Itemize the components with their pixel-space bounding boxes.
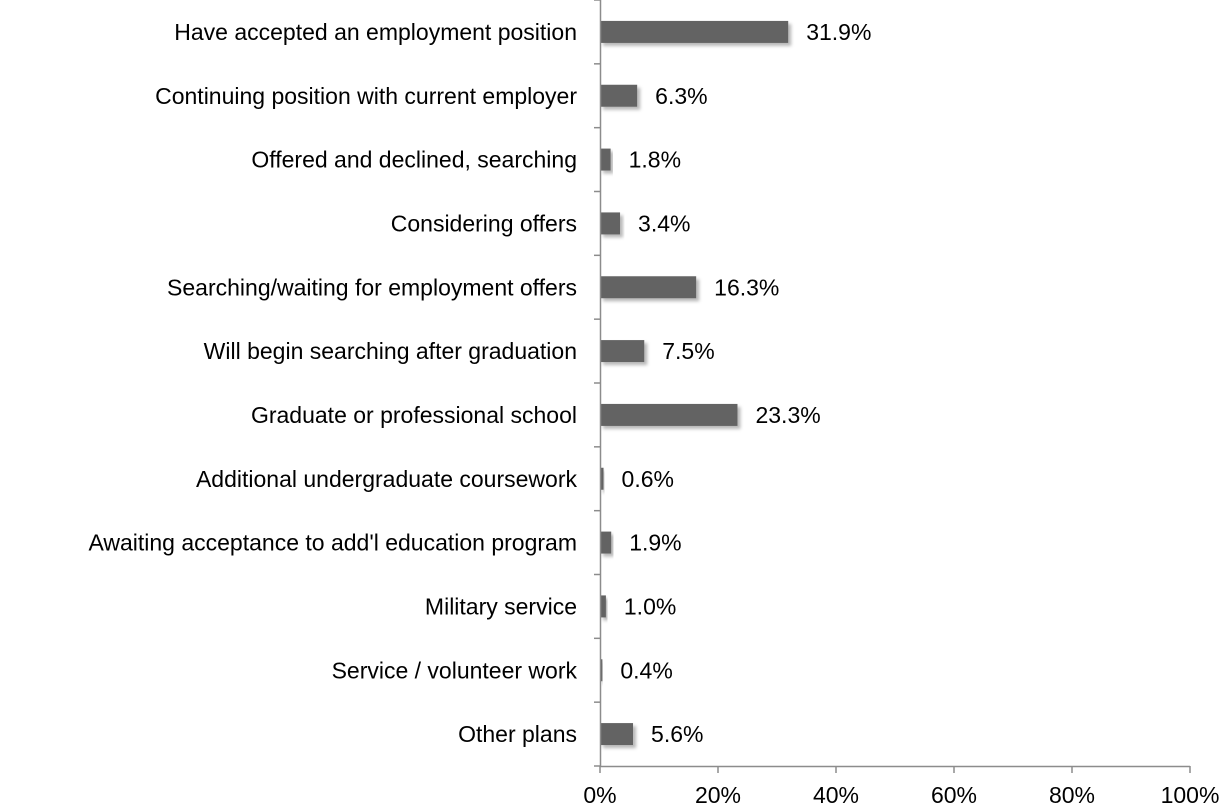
data-label: 1.9% (629, 530, 681, 556)
data-label: 16.3% (714, 274, 779, 300)
category-label: Graduate or professional school (251, 402, 577, 428)
category-label: Have accepted an employment position (174, 19, 577, 45)
data-label: 0.4% (620, 657, 672, 683)
category-label: Will begin searching after graduation (204, 338, 577, 364)
category-label: Continuing position with current employe… (155, 83, 577, 109)
x-tick-label: 0% (583, 782, 616, 805)
data-label: 6.3% (655, 83, 707, 109)
bar (600, 148, 611, 171)
labels-layer: Have accepted an employment position 31.9… (88, 19, 1219, 805)
x-tick-label: 80% (1049, 782, 1095, 805)
category-label: Service / volunteer work (332, 657, 578, 683)
x-tick-label: 60% (931, 782, 977, 805)
bar (600, 20, 789, 43)
category-label: Offered and declined, searching (251, 147, 577, 173)
category-label: Considering offers (391, 210, 577, 236)
x-tick-label: 40% (813, 782, 859, 805)
data-label: 3.4% (638, 210, 690, 236)
x-tick-label: 100% (1161, 782, 1220, 805)
data-label: 23.3% (755, 402, 820, 428)
bar (600, 340, 645, 363)
bar (600, 467, 604, 490)
x-tick-label: 20% (695, 782, 741, 805)
bar (600, 595, 606, 618)
axes-layer (594, 0, 1191, 773)
category-label: Other plans (458, 721, 577, 747)
data-label: 5.6% (651, 721, 703, 747)
category-label: Awaiting acceptance to add'l education p… (88, 530, 577, 556)
bar (600, 212, 621, 235)
bar (600, 723, 634, 746)
bars-layer (600, 20, 789, 746)
category-label: Searching/waiting for employment offers (167, 274, 577, 300)
category-label: Military service (425, 593, 577, 619)
data-label: 7.5% (662, 338, 714, 364)
data-label: 1.0% (624, 593, 676, 619)
data-label: 0.6% (622, 466, 674, 492)
category-label: Additional undergraduate coursework (196, 466, 578, 492)
bar (600, 531, 612, 554)
data-label: 1.8% (629, 147, 681, 173)
data-label: 31.9% (806, 19, 871, 45)
bar (600, 403, 738, 426)
bar (600, 84, 638, 107)
bar (600, 276, 697, 299)
